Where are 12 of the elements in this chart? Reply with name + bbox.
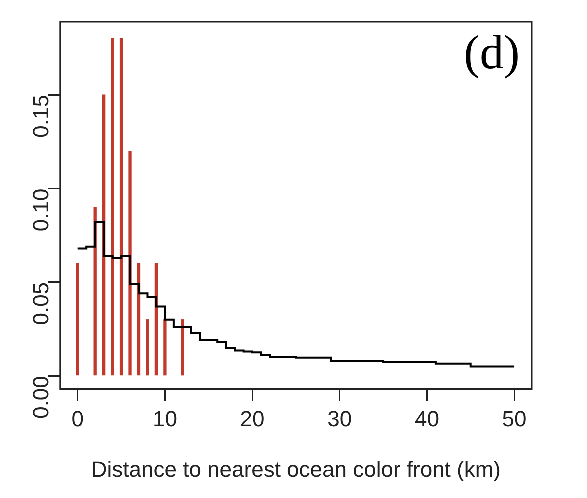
- x-tick-label: 40: [414, 406, 440, 432]
- x-tick-label: 0: [72, 406, 84, 432]
- x-tick-label: 50: [502, 406, 527, 432]
- x-tick-label: 20: [240, 406, 265, 432]
- y-tick-label: 0.10: [28, 188, 54, 232]
- x-tick-label: 10: [152, 406, 178, 432]
- y-tick-label: 0.00: [28, 376, 54, 419]
- y-tick-label: 0.15: [28, 95, 54, 138]
- x-axis-title: Distance to nearest ocean color front (km): [91, 456, 502, 482]
- x-tick-label: 30: [328, 406, 352, 432]
- y-tick-label: 0.05: [28, 282, 54, 326]
- annotation: (d): [464, 26, 520, 80]
